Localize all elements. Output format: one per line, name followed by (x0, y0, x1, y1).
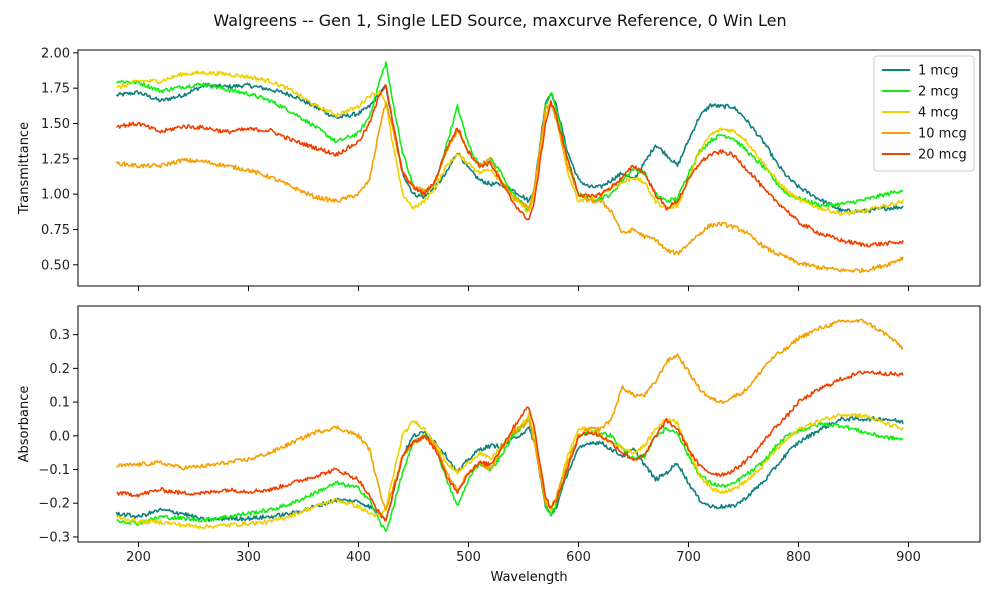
y-axis-title: Transmittance (17, 122, 32, 215)
y-tick-label: 0.0 (49, 429, 70, 444)
x-tick-label: 800 (786, 550, 811, 565)
series-line-2-mcg (116, 61, 904, 211)
panel-transmittance: 0.50 0.75 1.00 1.25 1.50 1.75 2.00 Transmittanc… (17, 46, 981, 291)
legend-label: 20 mcg (918, 148, 967, 163)
legend-label: 4 mcg (918, 106, 958, 121)
series-line-20-mcg (116, 370, 904, 522)
legend-label: 10 mcg (918, 127, 967, 142)
legend-label: 1 mcg (918, 64, 958, 79)
y-tick-label: 0.75 (41, 223, 70, 238)
legend-label: 2 mcg (918, 85, 958, 100)
panels: 0.50 0.75 1.00 1.25 1.50 1.75 2.00 Transmittanc… (17, 46, 981, 585)
series-line-2-mcg (116, 414, 904, 532)
y-tick-label: −0.3 (38, 530, 70, 545)
series-group (115, 318, 904, 532)
y-tick-label: 1.25 (41, 152, 70, 167)
y-tick-label: 0.3 (49, 328, 70, 343)
legend: 1 mcg 2 mcg 4 mcg 10 mcg 20 mcg (873, 55, 975, 172)
legend-box (873, 55, 975, 172)
series-line-1-mcg (115, 82, 904, 214)
series-line-20-mcg (116, 84, 904, 248)
y-tick-label: −0.2 (38, 497, 70, 512)
x-tick-label: 700 (676, 550, 701, 565)
x-tick-label: 500 (456, 550, 481, 565)
y-tick-label: 0.1 (49, 396, 70, 411)
plot-frame (77, 305, 981, 543)
y-tick-label: 1.00 (41, 188, 70, 203)
x-tick-label: 200 (126, 550, 151, 565)
y-tick-label: 2.00 (41, 46, 70, 61)
figure-title: Walgreens -- Gen 1, Single LED Source, m… (213, 11, 786, 30)
x-tick-label: 600 (566, 550, 591, 565)
y-tick-label: 1.75 (41, 82, 70, 97)
y-tick-label: 0.50 (41, 258, 70, 273)
panel-absorbance: 200 300 400 500 600 700 800 900 −0.3 −0.2 −0.1 0.0 0… (17, 305, 981, 585)
y-tick-label: −0.1 (38, 463, 70, 478)
y-tick-label: 0.2 (49, 362, 70, 377)
y-axis-title: Absorbance (17, 386, 32, 463)
x-tick-label: 300 (236, 550, 261, 565)
series-group (115, 61, 904, 274)
plot-frame (77, 49, 981, 287)
x-tick-label: 400 (346, 550, 371, 565)
x-tick-label: 900 (896, 550, 921, 565)
y-tick-label: 1.50 (41, 117, 70, 132)
x-axis-title: Wavelength (490, 570, 567, 585)
series-line-10-mcg (115, 101, 904, 274)
